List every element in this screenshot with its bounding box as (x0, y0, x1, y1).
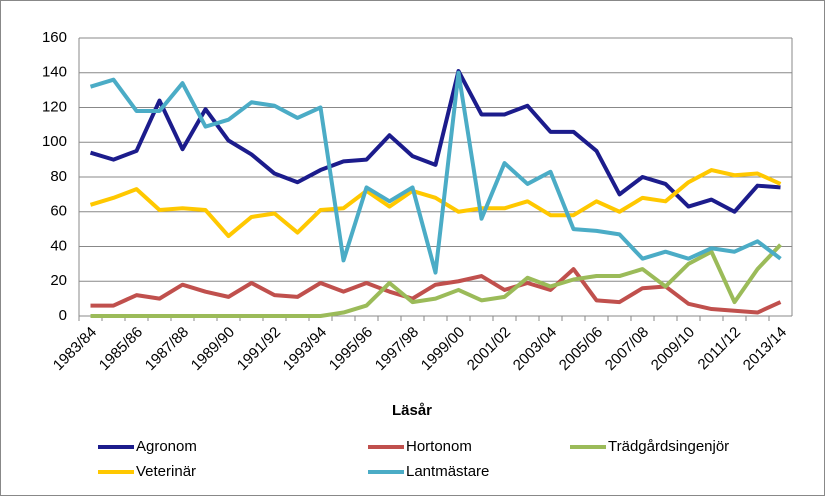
y-tick-label: 60 (50, 203, 67, 220)
y-tick-label: 80 (50, 168, 67, 185)
series-line (89, 70, 782, 275)
x-axis-label: Läsår (392, 402, 432, 419)
y-tick-label: 20 (50, 272, 67, 289)
y-tick-label: 0 (59, 307, 67, 324)
series-line (89, 69, 781, 214)
series-line (90, 243, 782, 318)
legend-label: Agronom (136, 438, 197, 455)
legend-label: Veterinär (136, 463, 196, 480)
legend-label: Hortonom (406, 438, 472, 455)
y-tick-label: 120 (42, 98, 67, 115)
series-line (89, 168, 782, 239)
legend-label: Trädgårdsingenjör (608, 438, 729, 455)
y-tick-label: 140 (42, 64, 67, 81)
y-tick-label: 40 (50, 237, 67, 254)
legend-label: Lantmästare (406, 463, 489, 480)
y-tick-label: 100 (42, 133, 67, 150)
y-tick-label: 160 (42, 29, 67, 46)
